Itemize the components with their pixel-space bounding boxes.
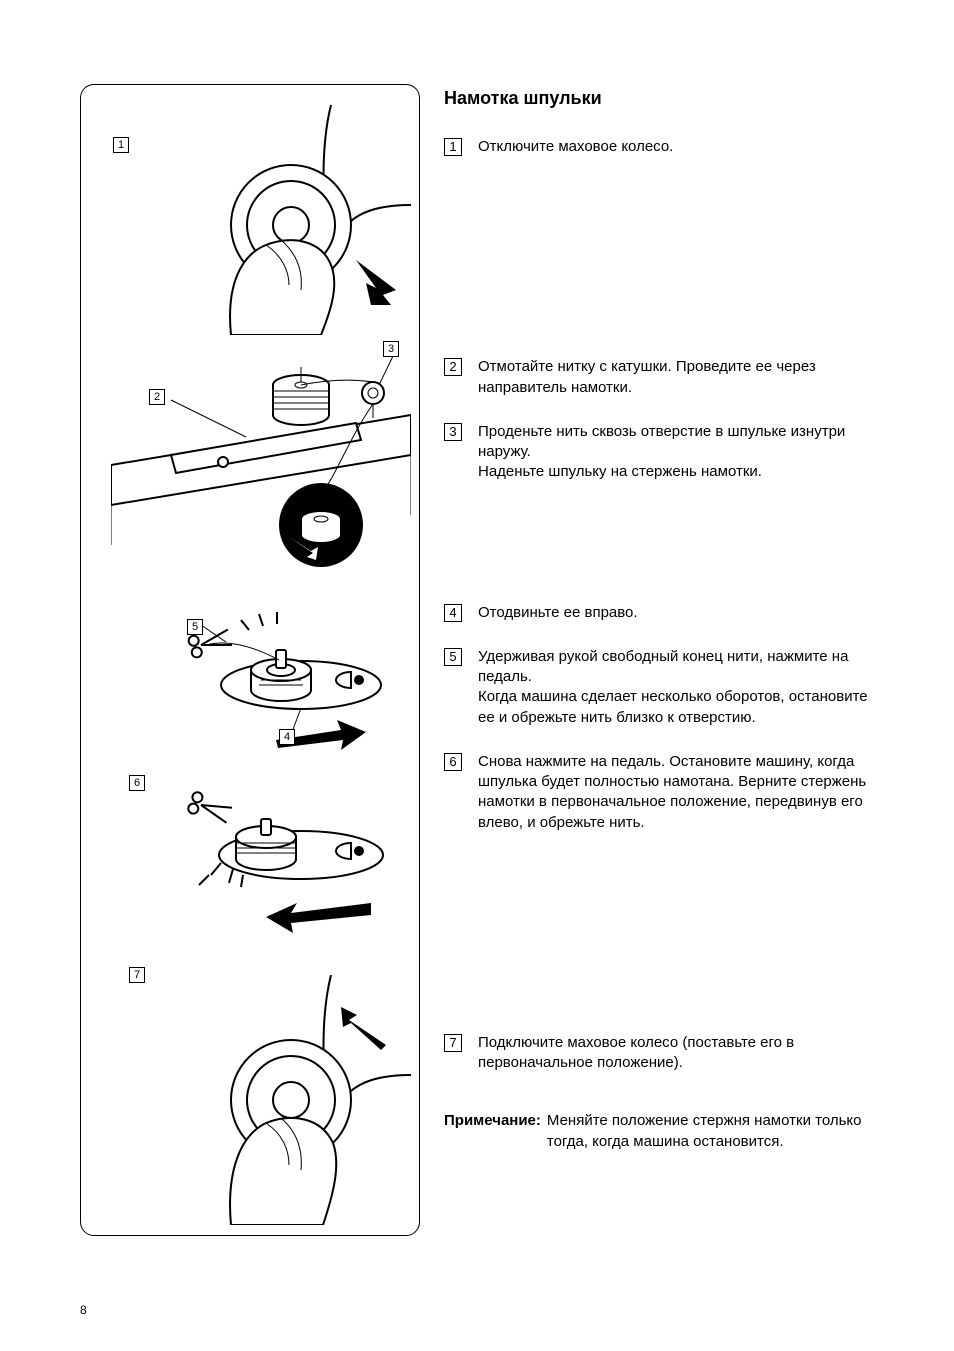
page-number: 8 [80,1303,87,1317]
content-row: 1 3 2 5 4 6 7 Намотка шпульки 1 Отключит… [80,84,874,1236]
step-number-box: 3 [444,423,462,441]
step-number-box: 4 [444,604,462,622]
figure-label: 1 [113,137,129,153]
step-number-box: 6 [444,753,462,771]
figure-label: 7 [129,967,145,983]
figure-panel-5 [171,975,411,1225]
figure-label: 4 [279,729,295,745]
step-number-box: 2 [444,358,462,376]
note: Примечание: Меняйте положение стержня на… [444,1111,874,1152]
manual-page: 1 3 2 5 4 6 7 Намотка шпульки 1 Отключит… [0,0,954,1351]
step: 7 Подключите маховое колесо (поставьте е… [444,1033,874,1074]
step-text: Проденьте нить сквозь отверстие в шпульк… [478,422,874,483]
figure-label: 3 [383,341,399,357]
figure-panel-2 [111,345,411,575]
figure-column: 1 3 2 5 4 6 7 [80,84,420,1236]
note-label: Примечание: [444,1111,541,1152]
figure-label: 2 [149,389,165,405]
section-heading: Намотка шпульки [444,88,874,109]
step-text: Удерживая рукой свободный конец нити, на… [478,647,874,728]
figure-panel-1 [171,105,411,335]
step-text: Отмотайте нитку с катушки. Проведите ее … [478,357,874,398]
step-number-box: 1 [444,138,462,156]
step-text: Подключите маховое колесо (поставьте его… [478,1033,874,1074]
figure-label: 5 [187,619,203,635]
text-column: Намотка шпульки 1 Отключите маховое коле… [444,84,874,1236]
step-text: Отключите маховое колесо. [478,137,874,157]
note-body: Меняйте положение стержня намотки только… [547,1111,874,1152]
figure-panel-4 [171,775,391,935]
step-number-box: 7 [444,1034,462,1052]
figure-box: 1 3 2 5 4 6 7 [80,84,420,1236]
step: 3 Проденьте нить сквозь отверстие в шпул… [444,422,874,483]
figure-label: 6 [129,775,145,791]
step: 1 Отключите маховое колесо. [444,137,874,157]
step-number-box: 5 [444,648,462,666]
step: 6 Снова нажмите на педаль. Остановите ма… [444,752,874,833]
step: 2 Отмотайте нитку с катушки. Проведите е… [444,357,874,398]
step-text: Снова нажмите на педаль. Остановите маши… [478,752,874,833]
step: 4 Отодвиньте ее вправо. [444,603,874,623]
step-text: Отодвиньте ее вправо. [478,603,874,623]
step: 5 Удерживая рукой свободный конец нити, … [444,647,874,728]
